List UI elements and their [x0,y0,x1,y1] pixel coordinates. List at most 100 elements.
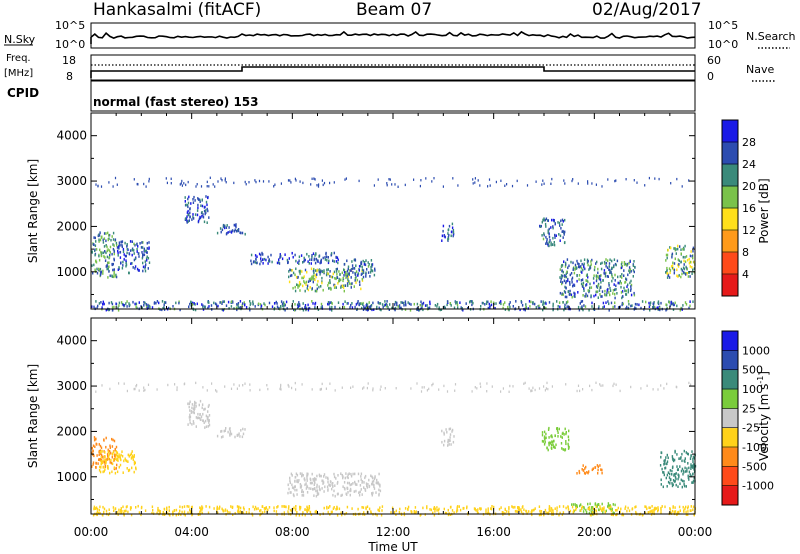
echo-cell [442,224,445,228]
echo-cell [521,506,524,509]
echo-cell [634,265,636,269]
echo-cell [439,308,441,312]
echo-cell [559,305,561,309]
echo-cell [356,278,358,282]
echo-cell [508,510,510,514]
echo-cell [684,507,686,511]
echo-cell [542,237,545,241]
echo-cell [163,507,166,511]
echo-cell [591,508,593,511]
echo-cell [354,513,357,516]
echo-cell [591,258,593,262]
echo-cell [206,180,208,184]
echo-cell [276,305,279,309]
echo-cell [297,286,299,289]
echo-cell [342,485,344,488]
echo-cell [652,302,654,306]
echo-cell [115,445,118,449]
echo-cell [451,430,453,433]
echo-cell [416,302,419,306]
echo-cell [457,184,459,187]
echo-cell [99,450,101,454]
echo-cell [116,457,119,461]
echo-cell [410,303,412,306]
echo-cell [236,505,239,508]
colorbar-tick-label: -25 [742,422,760,435]
echo-cell [192,198,194,201]
echo-cell [596,290,598,293]
echo-cell [599,275,601,278]
echo-cell [676,177,678,181]
echo-cell [632,264,635,267]
echo-cell [347,491,349,494]
echo-cell [543,217,545,220]
echo-cell [379,388,381,391]
echo-cell [287,483,289,487]
echo-cell [318,255,320,258]
echo-cell [261,511,264,514]
echo-cell [204,205,206,209]
echo-cell [546,219,549,222]
echo-cell [363,307,365,310]
echo-cell [548,508,551,512]
echo-cell [471,303,473,307]
echo-cell [403,513,406,517]
echo-cell [344,487,346,491]
echo-cell [504,308,507,311]
echo-cell [668,301,671,304]
echo-cell [326,271,328,275]
echo-cell [360,472,363,476]
echo-cell [590,286,593,289]
echo-cell [294,381,296,385]
echo-cell [681,479,684,483]
echo-cell [299,282,302,286]
echo-cell [671,509,674,513]
echo-cell [395,301,398,305]
echo-cell [562,270,564,274]
echo-cell [103,302,105,306]
echo-cell [288,275,290,279]
echo-cell [490,507,492,510]
echo-cell [254,305,256,308]
echo-cell [117,268,119,271]
echo-cell [455,510,458,513]
echo-cell [295,388,297,391]
echo-cell [376,513,378,517]
echo-cell [571,179,573,183]
echo-cell [338,277,340,281]
echo-cell [595,183,597,186]
echo-cell [304,306,306,309]
echo-cell [301,276,303,280]
echo-cell [107,238,109,242]
echo-cell [454,389,456,392]
echo-cell [671,466,674,469]
echo-cell [237,302,240,305]
echo-cell [345,177,347,180]
echo-cell [630,385,632,389]
echo-cell [310,183,312,186]
echo-cell [327,510,329,514]
echo-cell [310,481,312,485]
echo-cell [572,503,575,506]
echo-cell [197,206,199,210]
echo-cell [316,268,318,272]
echo-cell [223,224,225,227]
echo-cell [373,273,376,277]
echo-cell [689,509,691,512]
echo-cell [329,270,331,273]
echo-cell [407,507,409,511]
echo-cell [318,183,320,186]
nsky-strip: N.Sky 10^5 10^0 10^5 10^0 N.Search [4,19,796,51]
echo-cell [692,249,694,253]
echo-cell [591,506,594,509]
echo-cell [235,223,237,226]
echo-cell [375,481,377,485]
echo-cell [680,252,682,255]
echo-cell [330,480,332,484]
echo-cell [644,505,646,508]
echo-cell [582,308,584,312]
echo-cell [323,270,325,274]
echo-cell [123,253,125,256]
echo-cell [608,282,610,285]
echo-cell [627,300,630,303]
